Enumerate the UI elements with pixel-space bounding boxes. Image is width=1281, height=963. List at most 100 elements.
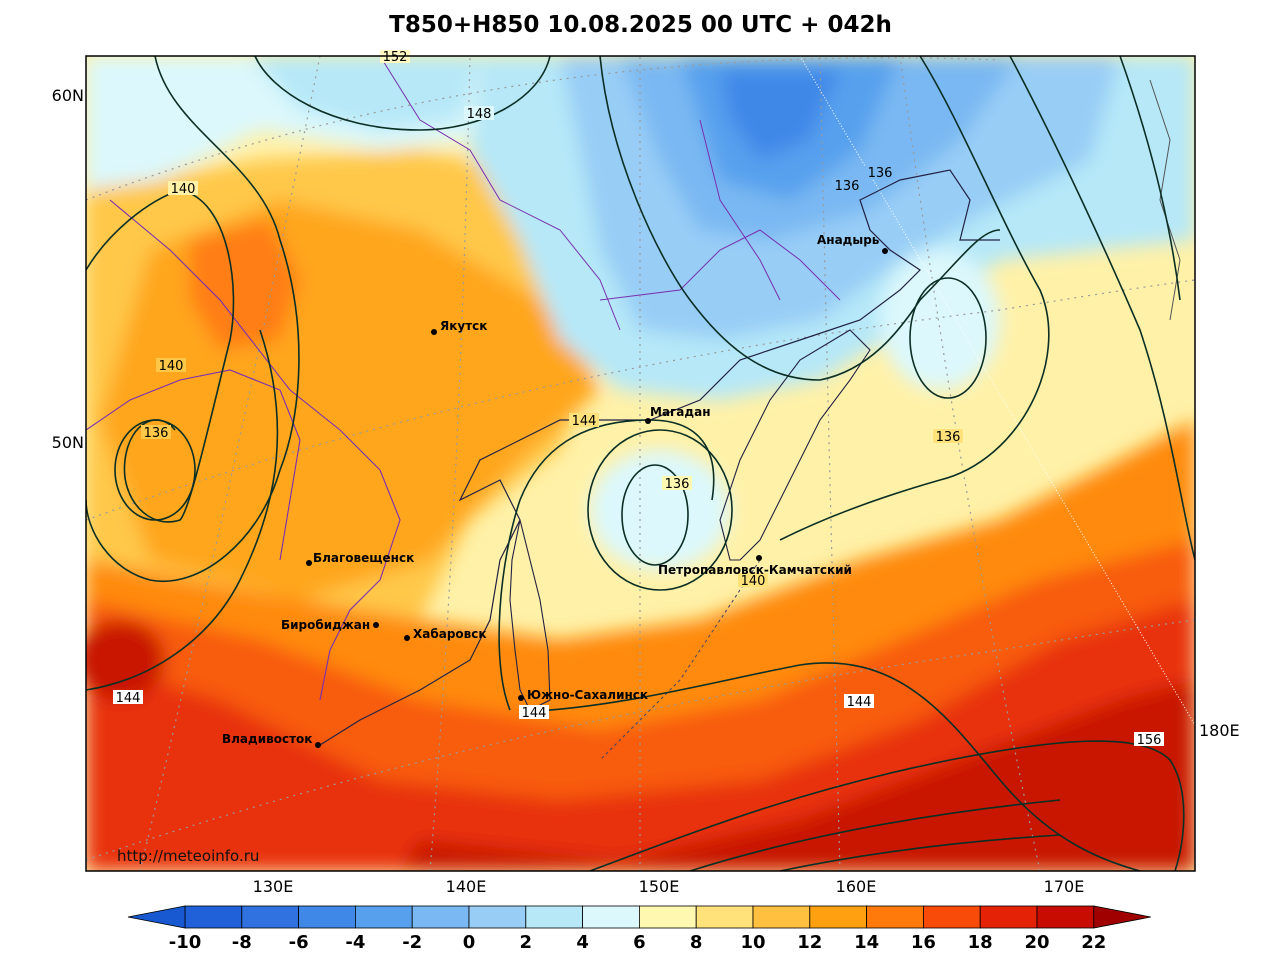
contour-label: 136 [662, 476, 692, 492]
svg-text:Хабаровск: Хабаровск [413, 627, 487, 641]
colorbar-tick-label: 12 [797, 932, 822, 953]
city-yakutsk: Якутск [431, 319, 487, 335]
contour-label: 136 [865, 165, 895, 181]
colorbar-swatch [354, 905, 413, 929]
height-contours [86, 56, 1195, 871]
colorbar-swatch [866, 905, 924, 929]
city-magadan: Магадан [645, 405, 711, 424]
svg-text:Владивосток: Владивосток [222, 732, 312, 746]
svg-text:140: 140 [171, 182, 196, 197]
colorbar-tick-label: 18 [968, 932, 993, 953]
lon-label-150e: 150E [639, 877, 680, 896]
colorbar-swatch [184, 905, 243, 929]
colorbar-tick-label: -10 [169, 932, 202, 953]
colorbar-swatch [411, 905, 470, 929]
contour-label: 136 [933, 429, 963, 445]
city-vladivostok: Владивосток [222, 732, 321, 748]
colorbar-swatch [298, 905, 356, 929]
contour-label: 140 [156, 358, 186, 374]
colorbar-tick-label: -4 [345, 932, 365, 953]
contour-label: 140 [738, 573, 768, 589]
svg-text:156: 156 [1137, 733, 1162, 748]
cities: Якутск Магадан Анадырь Благовещенск Биро… [222, 233, 888, 748]
colorbar-tick-label: 22 [1081, 932, 1106, 953]
colorbar-swatch [639, 905, 697, 929]
svg-text:140: 140 [741, 574, 766, 589]
svg-text:Петропавловск-Камчатский: Петропавловск-Камчатский [658, 563, 852, 577]
colorbar-swatch [525, 905, 583, 929]
contour-label: 156 [1134, 732, 1164, 748]
colorbar-tick-label: 6 [633, 932, 646, 953]
colorbar-swatch [923, 905, 981, 929]
svg-text:144: 144 [522, 706, 547, 721]
colorbar-tick-label: 14 [854, 932, 879, 953]
colorbar-swatch [582, 905, 640, 929]
contour-label: 152 [380, 50, 410, 65]
colorbar-tick-label: -2 [402, 932, 422, 953]
contour-label: 144 [113, 690, 143, 706]
city-blagoveshchensk: Благовещенск [306, 551, 414, 566]
colorbar-tick-label: 4 [576, 932, 589, 953]
colorbar-swatch [809, 905, 867, 929]
graticule [86, 56, 1195, 871]
svg-text:144: 144 [572, 414, 597, 429]
contour-labels: 152 148 140 140 136 136 136 136 144 136 … [113, 50, 1164, 748]
credit-text: http://meteoinfo.ru [117, 847, 259, 865]
colorbar-tick-label: 20 [1024, 932, 1049, 953]
contour-label: 136 [141, 425, 171, 441]
svg-text:148: 148 [467, 107, 492, 122]
contour-label: 144 [844, 694, 874, 710]
colorbar-tick-label: -6 [289, 932, 309, 953]
axis-labels: 60N 50N 130E 140E 150E 160E 170E 180E [52, 86, 1240, 896]
svg-text:140: 140 [159, 359, 184, 374]
svg-text:136: 136 [144, 426, 169, 441]
city-yuzhno-sakhalinsk: Южно-Сахалинск [518, 688, 648, 702]
colorbar-tick-label: 10 [740, 932, 765, 953]
city-birobidzhan: Биробиджан [281, 618, 379, 632]
svg-text:136: 136 [936, 430, 961, 445]
contour-label: 144 [519, 705, 549, 721]
contour-label: 148 [464, 106, 494, 122]
city-anadyr: Анадырь [817, 233, 888, 254]
map-frame [85, 55, 1196, 872]
lon-label-170e: 170E [1044, 877, 1085, 896]
colorbar-over-arrow [1093, 905, 1151, 929]
lon-label-130e: 130E [253, 877, 294, 896]
colorbar-tick-label: 8 [690, 932, 703, 953]
lon-label-140e: 140E [446, 877, 487, 896]
city-petropavlovsk: Петропавловск-Камчатский [658, 555, 852, 577]
svg-text:144: 144 [847, 695, 872, 710]
svg-text:Благовещенск: Благовещенск [313, 551, 414, 565]
lon-label-160e: 160E [836, 877, 877, 896]
colorbar: -10 -8 -6 -4 -2 0 2 4 6 8 10 12 14 16 18 20 22 [127, 905, 1151, 953]
colorbar-swatch [695, 905, 754, 929]
svg-text:Магадан: Магадан [650, 405, 711, 419]
colorbar-under-arrow [127, 905, 186, 929]
colorbar-swatch [979, 905, 1038, 929]
contour-label: 140 [168, 181, 198, 197]
svg-text:Южно-Сахалинск: Южно-Сахалинск [527, 688, 648, 702]
svg-text:144: 144 [116, 691, 141, 706]
contour-label: 136 [832, 178, 862, 194]
colorbar-swatch [241, 905, 300, 929]
svg-text:Якутск: Якутск [440, 319, 487, 333]
svg-text:152: 152 [383, 50, 408, 65]
city-khabarovsk: Хабаровск [404, 627, 487, 641]
svg-text:136: 136 [835, 179, 860, 194]
colorbar-tick-label: 2 [520, 932, 533, 953]
contour-label: 144 [569, 413, 599, 429]
colorbar-tick-label: -8 [232, 932, 252, 953]
svg-text:136: 136 [665, 477, 690, 492]
colorbar-swatch [752, 905, 811, 929]
lon-label-180e: 180E [1199, 721, 1240, 740]
temperature-field [86, 56, 1195, 871]
lat-label-60n: 60N [52, 86, 84, 105]
map-title: T850+H850 10.08.2025 00 UTC + 042h [389, 12, 892, 38]
colorbar-swatch [1036, 905, 1095, 929]
svg-text:Биробиджан: Биробиджан [281, 618, 370, 632]
svg-text:136: 136 [868, 166, 893, 181]
colorbar-swatch [468, 905, 527, 929]
svg-text:Анадырь: Анадырь [817, 233, 880, 247]
colorbar-tick-label: 16 [911, 932, 936, 953]
